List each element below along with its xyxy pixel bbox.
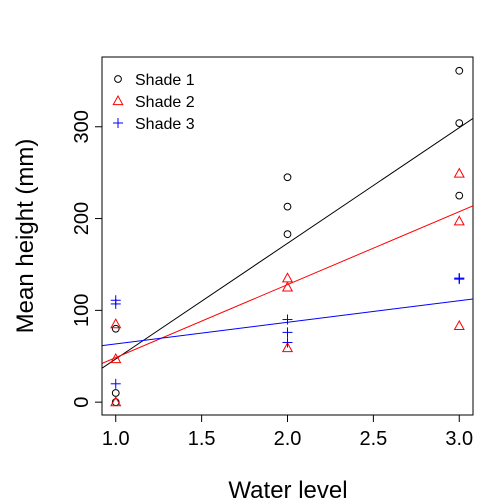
legend: Shade 1 Shade 2 Shade 3 (113, 72, 195, 133)
x-tick-label: 1.0 (102, 428, 130, 450)
legend-marker (113, 96, 123, 105)
data-point (283, 273, 293, 282)
legend-label: Shade 3 (135, 116, 195, 133)
data-point (111, 379, 121, 389)
data-point (456, 120, 463, 127)
data-point (283, 337, 293, 347)
data-point (455, 169, 465, 178)
data-point (112, 390, 119, 397)
data-point (455, 216, 465, 225)
y-axis: 0 100 200 300 (71, 110, 102, 408)
x-axis-title: Water level (228, 477, 347, 504)
data-point (454, 273, 464, 283)
data-point (456, 192, 463, 199)
legend-marker (115, 76, 122, 83)
y-tick-label: 200 (71, 202, 93, 235)
data-point (111, 319, 121, 328)
data-point (456, 67, 463, 74)
y-axis-title: Mean height (mm) (12, 139, 39, 334)
data-point (284, 231, 291, 238)
y-tick-label: 100 (71, 294, 93, 327)
y-tick-label: 300 (71, 110, 93, 143)
x-axis: 1.0 1.5 2.0 2.5 3.0 (102, 415, 473, 450)
data-point (455, 321, 465, 330)
x-tick-label: 1.5 (188, 428, 216, 450)
legend-label: Shade 2 (135, 94, 195, 111)
legend-label: Shade 1 (135, 72, 195, 89)
x-tick-label: 3.0 (445, 428, 473, 450)
x-tick-label: 2.0 (274, 428, 302, 450)
x-tick-label: 2.5 (359, 428, 387, 450)
data-point (284, 203, 291, 210)
data-point (284, 174, 291, 181)
data-point (112, 325, 119, 332)
data-point (283, 327, 293, 337)
y-tick-label: 0 (71, 397, 93, 408)
legend-marker (113, 118, 123, 128)
